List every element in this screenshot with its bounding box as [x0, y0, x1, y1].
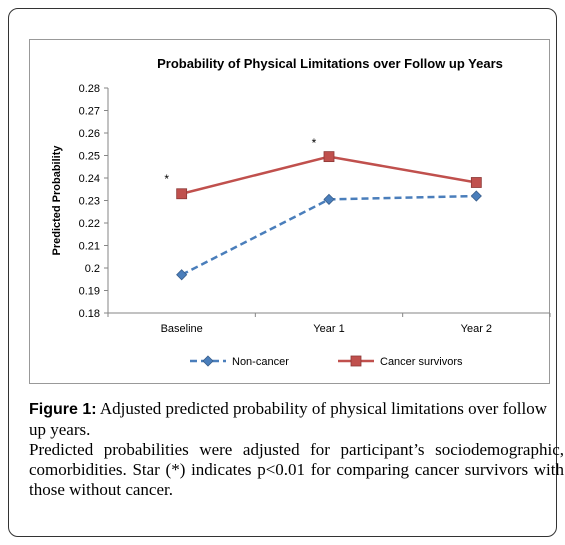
data-point	[470, 190, 482, 202]
y-tick-label: 0.19	[79, 286, 100, 298]
legend-marker	[202, 355, 214, 367]
legend-label: Non-cancer	[232, 356, 289, 368]
data-point	[176, 269, 188, 281]
data-point	[323, 193, 335, 205]
series-line-2	[181, 155, 477, 195]
y-tick-label: 0.2	[85, 263, 100, 275]
legend-label: Cancer survivors	[380, 356, 463, 368]
legend-marker	[350, 355, 362, 367]
y-tick-label: 0.23	[79, 196, 100, 208]
caption-label: Figure 1:	[29, 401, 97, 418]
data-point	[323, 151, 335, 163]
y-tick-label: 0.26	[79, 128, 100, 140]
line-chart: Probability of Physical Limitations over…	[51, 56, 551, 368]
chart-area: Probability of Physical Limitations over…	[29, 39, 551, 384]
x-tick-label: Baseline	[161, 323, 203, 335]
y-tick-label: 0.24	[79, 173, 100, 185]
data-point	[470, 177, 482, 188]
x-tick-label: Year 1	[313, 323, 344, 335]
y-tick-label: 0.21	[79, 241, 100, 253]
y-axis-label: Predicted Probability	[51, 145, 63, 256]
y-tick-label: 0.22	[79, 218, 100, 230]
series-line-1	[181, 194, 477, 276]
significance-star: *	[312, 136, 317, 150]
figure-frame: Probability of Physical Limitations over…	[8, 8, 564, 537]
chart-title: Probability of Physical Limitations over…	[157, 56, 503, 71]
y-tick-label: 0.25	[79, 151, 100, 163]
caption-title: Adjusted predicted probability of physic…	[29, 399, 547, 439]
caption-body: Predicted probabilities were adjusted fo…	[29, 440, 564, 499]
data-point	[176, 188, 188, 200]
significance-star: *	[164, 172, 169, 186]
caption-heading: Figure 1: Adjusted predicted probability…	[29, 399, 564, 440]
x-tick-label: Year 2	[461, 323, 492, 335]
y-tick-label: 0.18	[79, 308, 100, 320]
y-tick-label: 0.27	[79, 106, 100, 118]
y-tick-label: 0.28	[79, 83, 100, 95]
figure-caption: Figure 1: Adjusted predicted probability…	[29, 399, 564, 500]
